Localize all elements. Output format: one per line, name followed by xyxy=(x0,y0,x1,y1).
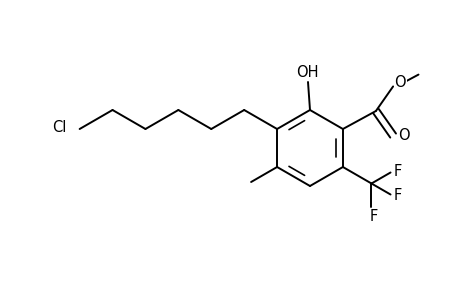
Text: OH: OH xyxy=(295,64,318,80)
Text: F: F xyxy=(392,164,401,179)
Text: Cl: Cl xyxy=(52,119,67,134)
Text: O: O xyxy=(393,75,405,90)
Text: O: O xyxy=(397,128,409,143)
Text: F: F xyxy=(369,209,377,224)
Text: F: F xyxy=(392,188,401,203)
